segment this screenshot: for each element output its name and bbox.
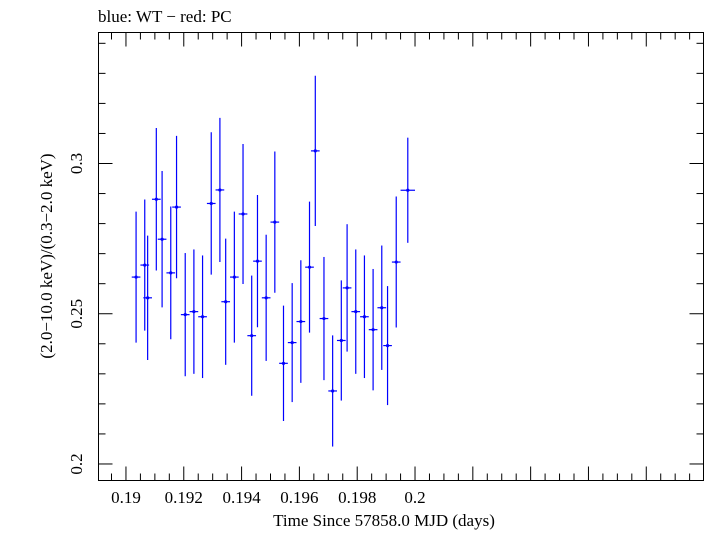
data-point: [238, 143, 248, 284]
point-marker: [299, 319, 303, 324]
data-point: [131, 211, 141, 343]
x-tick-label: 0.194: [222, 488, 261, 507]
x-tick-label: 0.19: [111, 488, 141, 507]
data-point: [221, 238, 231, 365]
data-point: [157, 171, 167, 308]
data-point: [305, 201, 314, 333]
data-point: [377, 245, 387, 370]
point-marker: [264, 296, 268, 300]
point-marker: [385, 343, 390, 348]
point-marker: [354, 310, 358, 314]
point-marker: [160, 237, 164, 241]
point-marker: [209, 201, 213, 206]
x-tick-label: 0.2: [404, 488, 425, 507]
y-tick-label: 0.3: [67, 153, 86, 174]
data-point: [336, 280, 346, 401]
point-marker: [169, 271, 173, 275]
data-point: [230, 211, 239, 343]
data-point: [383, 286, 392, 406]
data-point: [319, 256, 329, 381]
x-tick-label: 0.198: [338, 488, 376, 507]
point-marker: [224, 300, 228, 304]
data-point: [198, 255, 207, 379]
data-point: [279, 305, 288, 422]
data-point: [360, 255, 369, 379]
x-tick-label: 0.196: [280, 488, 318, 507]
data-point: [328, 335, 337, 447]
point-marker: [339, 338, 343, 343]
data-point: [206, 132, 216, 275]
data-point: [342, 224, 352, 352]
data-point: [143, 235, 152, 361]
data-point: [400, 137, 416, 243]
data-point: [261, 234, 271, 361]
point-marker: [307, 265, 312, 269]
data-point: [253, 195, 262, 328]
x-axis-label: Time Since 57858.0 MJD (days): [273, 511, 495, 530]
point-marker: [192, 310, 196, 314]
point-marker: [345, 286, 349, 290]
point-marker: [362, 315, 367, 319]
data-point: [287, 283, 297, 403]
data-point: [151, 128, 161, 271]
plot-frame: [98, 32, 704, 481]
data-point: [351, 249, 361, 374]
point-marker: [313, 149, 317, 153]
point-marker: [250, 334, 254, 338]
data-point: [296, 260, 306, 383]
data-point: [270, 151, 280, 293]
data-point: [391, 196, 401, 328]
data-point: [172, 135, 181, 279]
point-marker: [143, 263, 147, 267]
tick-labels: 0.19 0.192 0.194 0.196 0.198 0.2 0.2 0.25 0.3: [67, 153, 426, 507]
data-point: [368, 268, 378, 391]
data-points: [131, 75, 416, 447]
y-axis-label: (2.0−10.0 keV)/(0.3−2.0 keV): [37, 153, 56, 358]
point-marker: [241, 212, 245, 216]
point-marker: [200, 315, 205, 319]
point-marker: [218, 188, 222, 192]
point-marker: [154, 197, 158, 201]
point-marker: [255, 259, 260, 263]
point-marker: [331, 389, 335, 393]
point-marker: [183, 313, 187, 317]
point-marker: [134, 275, 138, 279]
point-marker: [380, 306, 384, 310]
data-point: [166, 206, 176, 340]
data-point: [310, 75, 320, 227]
point-marker: [174, 205, 179, 209]
x-tick-label: 0.192: [165, 488, 203, 507]
data-point: [189, 249, 199, 374]
point-marker: [146, 296, 150, 300]
point-marker: [273, 220, 277, 224]
point-marker: [281, 361, 286, 365]
y-tick-label: 0.25: [67, 299, 86, 329]
data-point: [180, 253, 190, 377]
axis-ticks: [98, 32, 704, 481]
y-tick-label: 0.2: [67, 453, 86, 474]
data-point: [247, 275, 257, 396]
data-point: [215, 117, 225, 263]
point-marker: [371, 328, 375, 332]
point-marker: [394, 260, 398, 264]
point-marker: [406, 188, 410, 192]
chart-title: blue: WT − red: PC: [98, 7, 232, 26]
point-marker: [290, 340, 294, 345]
point-marker: [322, 316, 326, 321]
point-marker: [232, 275, 236, 279]
